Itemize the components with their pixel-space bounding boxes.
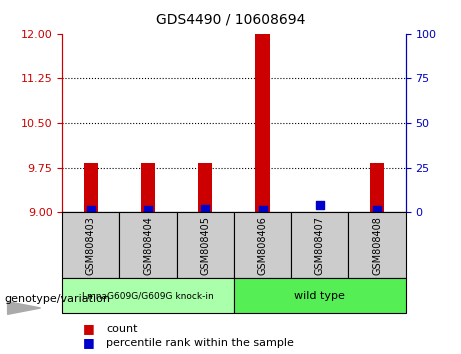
Bar (234, 278, 406, 313)
Point (259, 207, 266, 212)
Text: ■: ■ (83, 336, 95, 349)
Bar (141, 163, 155, 212)
Bar (234, 212, 291, 278)
Text: GSM808408: GSM808408 (372, 216, 382, 275)
Text: GSM808403: GSM808403 (86, 216, 96, 275)
Point (201, 206, 209, 212)
Text: percentile rank within the sample: percentile rank within the sample (106, 338, 294, 348)
Bar (291, 212, 349, 278)
Polygon shape (7, 302, 41, 314)
Text: GDS4490 / 10608694: GDS4490 / 10608694 (156, 12, 305, 27)
Bar (370, 163, 384, 212)
Bar (349, 212, 406, 278)
Text: count: count (106, 324, 137, 333)
Bar (177, 212, 234, 278)
Bar (119, 212, 177, 278)
Bar (255, 34, 270, 212)
Bar (84, 163, 98, 212)
Text: wild type: wild type (295, 291, 345, 301)
Text: ■: ■ (83, 322, 95, 335)
Text: LmnaG609G/G609G knock-in: LmnaG609G/G609G knock-in (82, 291, 214, 300)
Text: GSM808406: GSM808406 (258, 216, 267, 275)
Point (87, 207, 95, 212)
Text: GSM808404: GSM808404 (143, 216, 153, 275)
Bar (62, 212, 119, 278)
Point (316, 202, 324, 208)
Text: genotype/variation: genotype/variation (5, 294, 111, 304)
Text: GSM808405: GSM808405 (201, 216, 210, 275)
Point (373, 207, 381, 212)
Point (144, 207, 152, 212)
Bar (62, 278, 234, 313)
Text: GSM808407: GSM808407 (315, 216, 325, 275)
Bar (198, 163, 213, 212)
